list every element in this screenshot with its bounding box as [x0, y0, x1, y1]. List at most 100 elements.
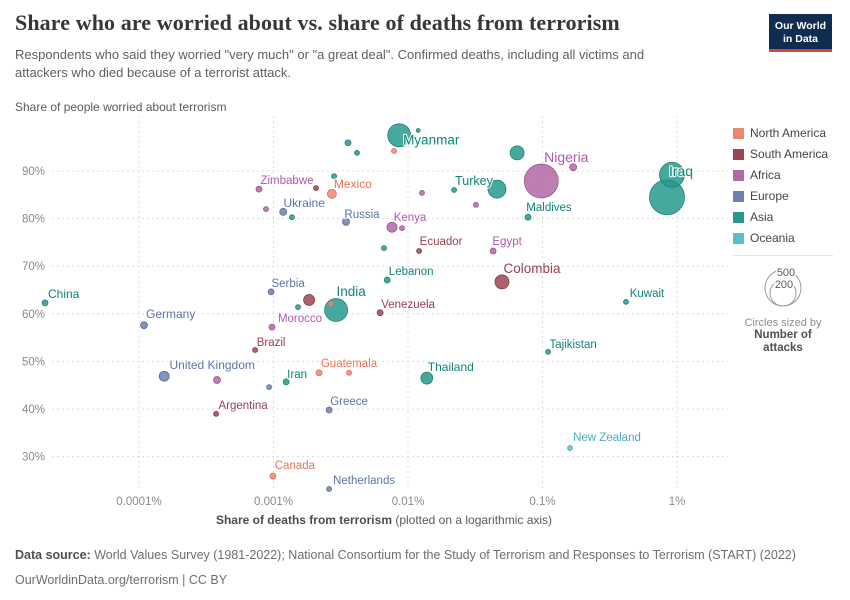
- size-label-500: 500: [777, 267, 795, 279]
- country-label-guatemala: Guatemala: [321, 358, 378, 370]
- data-point-kenya[interactable]: [386, 221, 398, 233]
- country-label-colombia: Colombia: [503, 261, 561, 276]
- data-point-colombia[interactable]: [494, 274, 510, 290]
- x-axis-title-note: (plotted on a logarithmic axis): [391, 513, 553, 527]
- legend-item-north-america[interactable]: North America: [733, 126, 843, 140]
- data-point-russia[interactable]: [342, 218, 350, 226]
- data-point-nigeria[interactable]: [523, 163, 559, 199]
- country-label-lebanon: Lebanon: [389, 266, 434, 278]
- data-point-unlabeled-43[interactable]: [354, 150, 360, 156]
- data-point-united-kingdom[interactable]: [158, 370, 170, 382]
- data-point-canada[interactable]: [269, 472, 277, 480]
- data-point-venezuela[interactable]: [376, 309, 384, 317]
- data-point-unlabeled-41[interactable]: [289, 214, 295, 221]
- data-point-unlabeled-44[interactable]: [391, 148, 397, 154]
- legend-item-europe[interactable]: Europe: [733, 189, 843, 203]
- legend-swatch-oceania: [733, 232, 744, 244]
- footer-link-line[interactable]: OurWorldinData.org/terrorism | CC BY: [15, 573, 228, 587]
- legend-item-south-america[interactable]: South America: [733, 147, 843, 161]
- data-point-india[interactable]: [324, 298, 348, 322]
- data-point-unlabeled-52[interactable]: [328, 300, 334, 307]
- data-point-netherlands[interactable]: [326, 486, 332, 492]
- country-label-india: India: [336, 284, 366, 299]
- size-legend: 500 200 Circles sized by Number of attac…: [733, 262, 833, 355]
- data-point-iran[interactable]: [282, 378, 290, 386]
- data-point-unlabeled-47[interactable]: [381, 245, 387, 251]
- data-point-serbia[interactable]: [267, 288, 275, 296]
- data-point-brazil[interactable]: [252, 347, 258, 353]
- size-legend-caption: Circles sized by: [744, 317, 822, 329]
- data-point-tajikistan[interactable]: [545, 349, 551, 355]
- data-point-maldives[interactable]: [524, 213, 532, 221]
- legend-item-africa[interactable]: Africa: [733, 168, 843, 182]
- legend-item-asia[interactable]: Asia: [733, 210, 843, 224]
- country-label-canada: Canada: [275, 460, 316, 472]
- country-label-greece: Greece: [330, 396, 368, 408]
- data-point-ecuador[interactable]: [416, 248, 422, 254]
- legend-items: North America South America Africa Europe As…: [733, 126, 843, 245]
- data-point-unlabeled-7[interactable]: [509, 145, 525, 161]
- owid-logo[interactable]: Our World in Data: [769, 14, 832, 52]
- data-point-lebanon[interactable]: [383, 276, 391, 284]
- data-point-germany[interactable]: [140, 321, 148, 330]
- country-label-iran: Iran: [287, 369, 307, 381]
- data-point-china[interactable]: [41, 299, 49, 307]
- data-point-unlabeled-45[interactable]: [419, 190, 425, 196]
- data-point-unlabeled-40[interactable]: [263, 206, 269, 212]
- data-point-unlabeled-9[interactable]: [303, 294, 315, 306]
- legend-swatch-africa: [733, 169, 744, 181]
- data-point-mexico[interactable]: [327, 188, 337, 199]
- data-point-new-zealand[interactable]: [567, 445, 573, 451]
- country-label-thailand: Thailand: [428, 360, 474, 374]
- chart-subtitle: Respondents who said they worried "very …: [15, 46, 745, 82]
- country-label-zimbabwe: Zimbabwe: [260, 175, 313, 187]
- data-point-unlabeled-29[interactable]: [344, 139, 352, 147]
- country-label-new-zealand: New Zealand: [573, 432, 641, 444]
- data-point-unlabeled-50[interactable]: [266, 384, 272, 390]
- country-label-argentina: Argentina: [218, 400, 268, 412]
- country-label-germany: Germany: [146, 307, 195, 321]
- logo-line-1: Our World: [774, 20, 827, 32]
- data-point-unlabeled-2[interactable]: [659, 161, 685, 188]
- data-point-thailand[interactable]: [420, 371, 434, 385]
- data-point-unlabeled-39[interactable]: [313, 185, 319, 191]
- x-axis-title-bold: Share of deaths from terrorism: [215, 513, 392, 527]
- data-point-ukraine[interactable]: [279, 208, 288, 216]
- data-point-myanmar[interactable]: [387, 123, 412, 148]
- y-tick-label-80: 80%: [22, 214, 45, 226]
- legend-label-europe: Europe: [750, 189, 789, 203]
- data-point-unlabeled-30[interactable]: [315, 369, 323, 377]
- data-point-unlabeled-51[interactable]: [295, 304, 301, 310]
- data-point-morocco[interactable]: [268, 323, 276, 331]
- legend-label-asia: Asia: [750, 210, 774, 224]
- data-point-unlabeled-49[interactable]: [451, 187, 457, 193]
- data-source-label: Data source:: [15, 548, 91, 562]
- size-legend-metric-2: attacks: [763, 342, 803, 354]
- data-point-guatemala[interactable]: [346, 369, 352, 376]
- country-label-venezuela: Venezuela: [381, 299, 435, 311]
- data-point-turkey[interactable]: [487, 179, 507, 199]
- data-point-unlabeled-17[interactable]: [213, 376, 221, 384]
- data-point-greece[interactable]: [325, 406, 333, 414]
- data-point-unlabeled-42[interactable]: [331, 173, 337, 180]
- continent-legend: North America South America Africa Europe As…: [733, 126, 843, 355]
- data-point-unlabeled-48[interactable]: [399, 225, 405, 231]
- data-point-kuwait[interactable]: [623, 299, 629, 305]
- data-point-egypt[interactable]: [489, 247, 497, 255]
- data-point-argentina[interactable]: [213, 410, 219, 417]
- x-tick-label-0.1%: 0.1%: [529, 496, 555, 508]
- legend-item-oceania[interactable]: Oceania: [733, 231, 843, 245]
- country-label-serbia: Serbia: [271, 278, 305, 290]
- country-label-kuwait: Kuwait: [630, 288, 665, 300]
- country-label-ukraine: Ukraine: [284, 196, 326, 210]
- x-axis-title: Share of deaths from terrorism (plotted …: [0, 513, 768, 527]
- data-point-unlabeled-53[interactable]: [415, 128, 421, 133]
- data-point-zimbabwe[interactable]: [255, 185, 263, 193]
- legend-swatch-north-america: [733, 127, 744, 139]
- data-point-unlabeled-16[interactable]: [569, 163, 578, 172]
- legend-divider: [733, 255, 833, 256]
- data-point-unlabeled-46[interactable]: [473, 201, 479, 208]
- country-label-russia: Russia: [344, 209, 380, 221]
- page-title: Share who are worried about vs. share of…: [15, 10, 620, 35]
